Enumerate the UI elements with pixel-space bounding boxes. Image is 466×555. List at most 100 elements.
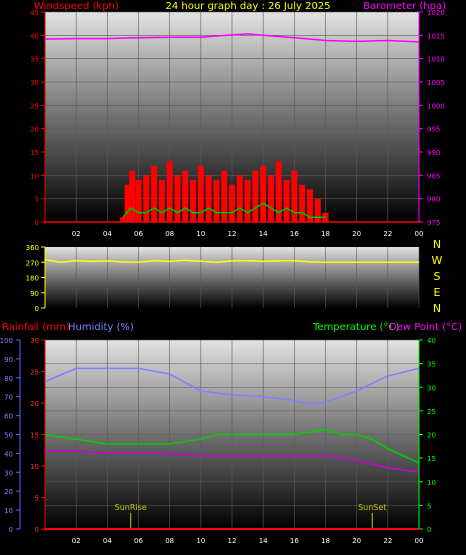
y-tick-label-rainfall: 15 [30,432,39,440]
y-tick-label-temperature: 30 [427,384,436,392]
y-tick-label-windspeed: 25 [30,102,39,110]
y-tick-label-direction: 90 [30,290,39,298]
weather-chart: 0510152025303540010203040506070809010005… [0,337,436,545]
y-tick-label-humidity-percent: 50 [4,432,13,440]
windspeed-bar [229,184,235,222]
barometer-line [44,33,420,43]
windspeed-bar [299,184,306,222]
windspeed-bar [252,170,259,222]
x-tick-label: 06 [134,230,143,238]
y-tick-label-humidity-percent: 0 [9,526,13,534]
y-tick-label-humidity-percent: 60 [4,413,13,421]
y-tick-label-barometer: 1015 [427,32,445,40]
x-tick-label: 06 [134,537,143,545]
y-tick-label-direction: 360 [26,244,39,252]
humidity-line [44,367,420,406]
windspeed-bar [275,161,282,222]
y-tick-label-rainfall: 5 [35,495,39,503]
y-tick-label-humidity-percent: 20 [4,488,13,496]
y-tick-label-barometer: 985 [427,172,440,180]
y-tick-label-barometer: 975 [427,219,440,227]
windspeed-bar [306,189,313,222]
rainfall-axis-title: Rainfall (mm) [2,322,70,333]
y-tick-label-humidity-percent: 10 [4,507,13,515]
windspeed-bar [283,180,290,222]
y-tick-label-rainfall: 30 [30,337,39,345]
y-tick-label-direction: 270 [26,259,39,267]
x-tick-label: 02 [72,537,81,545]
windspeed-bar [124,184,131,222]
y-tick-label-windspeed: 15 [30,149,39,157]
x-tick-label: 16 [290,230,299,238]
x-tick-label: 20 [352,230,361,238]
y-tick-label-humidity-percent: 70 [4,394,13,402]
compass-label: N [433,238,441,251]
y-tick-label-barometer: 1000 [427,102,445,110]
y-tick-label-barometer: 1010 [427,56,445,64]
windspeed-bar [205,175,212,222]
y-tick-label-windspeed: 45 [30,9,39,17]
y-tick-label-direction: 0 [35,305,39,313]
x-tick-label: 12 [228,230,237,238]
windspeed-bar [119,217,126,222]
y-tick-label-temperature: 5 [427,502,431,510]
y-tick-label-temperature: 0 [427,526,431,534]
y-tick-label-windspeed: 30 [30,79,39,87]
x-tick-label: 00 [415,537,424,545]
x-tick-label: 10 [196,230,205,238]
y-tick-label-temperature: 25 [427,408,436,416]
x-tick-label: 18 [321,537,330,545]
y-tick-label-humidity-percent: 40 [4,450,13,458]
windspeed-bar [197,166,204,222]
temperature-axis-title: Temperature (°C) [312,322,399,333]
y-tick-label-windspeed: 35 [30,56,39,64]
x-tick-label: 20 [352,537,361,545]
windspeed-bar [236,175,243,222]
y-tick-label-rainfall: 20 [30,400,39,408]
y-tick-label-temperature: 40 [427,337,436,345]
y-tick-label-temperature: 20 [427,432,436,440]
x-tick-label: 22 [383,230,392,238]
y-tick-label-rainfall: 10 [30,463,39,471]
x-tick-label: 08 [165,230,174,238]
x-tick-label: 18 [321,230,330,238]
windspeed-axis-title: Windspeed (kph) [34,1,119,12]
y-tick-label-rainfall: 0 [35,526,39,534]
windspeed-bar [151,166,158,222]
x-tick-label: 14 [259,537,268,545]
windspeed-bar [166,161,173,222]
sun-annotation-label: SunSet [358,503,386,512]
x-tick-label: 10 [196,537,205,545]
x-tick-label: 04 [103,230,112,238]
y-tick-label-barometer: 980 [427,196,440,204]
compass-label: S [434,270,441,283]
y-tick-label-rainfall: 25 [30,369,39,377]
windspeed-bar [213,180,220,222]
windspeed-bar [135,180,142,222]
x-tick-label: 14 [259,230,268,238]
temperature-line [44,429,420,464]
windspeed-bar [260,166,267,222]
y-tick-label-temperature: 10 [427,479,436,487]
windspeed-bar [129,170,136,222]
y-tick-label-windspeed: 0 [35,219,39,227]
y-tick-label-barometer: 1020 [427,9,445,17]
y-tick-label-temperature: 15 [427,455,436,463]
y-tick-label-barometer: 990 [427,149,440,157]
windspeed-bar [291,170,298,222]
x-tick-label: 12 [228,537,237,545]
windspeed-bar [158,180,165,222]
compass-label: E [434,286,441,299]
wind-barometer-chart: 0510152025303540459759809859909951000100… [30,9,445,238]
y-tick-label-humidity-percent: 90 [4,356,13,364]
windspeed-bar [314,198,321,222]
wind-direction-trace [44,258,419,264]
y-tick-label-windspeed: 5 [35,196,39,204]
x-tick-label: 22 [383,537,392,545]
compass-label: N [433,302,441,315]
sun-annotation-label: SunRise [115,503,147,512]
y-tick-label-humidity-percent: 80 [4,375,13,383]
x-tick-label: 02 [72,230,81,238]
